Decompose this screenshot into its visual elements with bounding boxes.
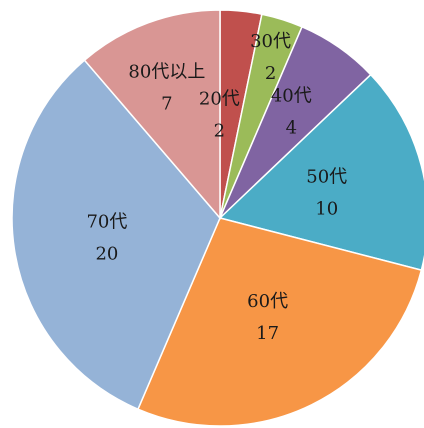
pie-slice-4 bbox=[218, 73, 424, 272]
slice-category-label: 30代 bbox=[250, 31, 291, 52]
slices-layer bbox=[11, 9, 424, 427]
slice-category-label: 60代 bbox=[247, 291, 288, 312]
pie-slice-6 bbox=[11, 59, 221, 411]
slice-category-label: 20代 bbox=[199, 88, 240, 109]
slice-category-label: 40代 bbox=[271, 86, 312, 107]
slice-value-label: 17 bbox=[256, 323, 279, 344]
slice-category-label: 50代 bbox=[306, 166, 347, 187]
slice-value-label: 10 bbox=[315, 198, 338, 219]
slice-value-label: 4 bbox=[286, 118, 297, 139]
slice-value-label: 2 bbox=[265, 63, 276, 84]
slice-value-label: 2 bbox=[214, 120, 225, 141]
pie-slice-5 bbox=[136, 217, 423, 427]
slice-value-label: 7 bbox=[161, 93, 172, 114]
pie-slice-7 bbox=[83, 9, 221, 221]
slice-value-label: 20 bbox=[95, 243, 118, 264]
slice-category-label: 80代以上 bbox=[128, 61, 205, 82]
slice-category-label: 70代 bbox=[86, 211, 127, 232]
